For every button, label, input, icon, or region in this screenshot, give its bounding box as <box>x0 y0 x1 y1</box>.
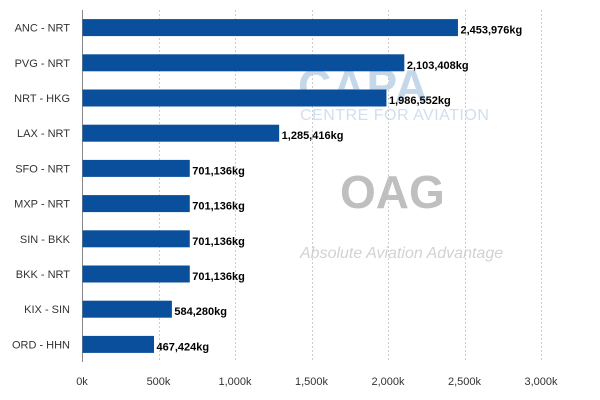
x-tick-label: 2,000k <box>371 376 405 388</box>
value-labels: 2,453,976kg 2,103,408kg 1,986,552kg 1,285,4… <box>157 25 523 354</box>
category-labels: ANC - NRT PVG - NRT NRT - HKG LAX - NRT SFO … <box>12 23 71 352</box>
x-tick-label: 3,000k <box>524 376 558 388</box>
category-label: LAX - NRT <box>17 128 70 140</box>
value-label: 1,285,416kg <box>282 130 344 142</box>
bar <box>82 159 190 177</box>
category-label: NRT - HKG <box>14 93 70 105</box>
value-label: 2,453,976kg <box>460 25 522 37</box>
oag-watermark: OAG <box>340 166 445 218</box>
category-label: SIN - BKK <box>20 234 71 246</box>
bar <box>82 19 458 37</box>
oag-tagline-watermark: Absolute Aviation Advantage <box>299 245 503 262</box>
category-label: ORD - HHN <box>12 339 70 351</box>
category-label: MXP - NRT <box>14 199 70 211</box>
value-label: 2,103,408kg <box>407 60 469 72</box>
value-label: 701,136kg <box>192 236 245 248</box>
x-tick-label: 1,500k <box>295 376 329 388</box>
x-tick-label: 500k <box>147 376 171 388</box>
category-label: ANC - NRT <box>15 23 71 35</box>
capa-subtitle-watermark: CENTRE FOR AVIATION <box>300 107 489 124</box>
bar <box>82 124 280 142</box>
value-label: 701,136kg <box>192 165 245 177</box>
x-tick-label: 2,500k <box>448 376 482 388</box>
bar <box>82 89 387 107</box>
bar <box>82 54 405 72</box>
value-label: 701,136kg <box>192 271 245 283</box>
bar <box>82 265 190 283</box>
value-label: 467,424kg <box>157 341 210 353</box>
category-label: SFO - NRT <box>15 163 70 175</box>
category-label: PVG - NRT <box>15 58 71 70</box>
category-label: BKK - NRT <box>16 269 70 281</box>
x-tick-label: 0k <box>76 376 88 388</box>
value-label: 1,986,552kg <box>389 95 451 107</box>
value-label: 701,136kg <box>192 201 245 213</box>
value-label: 584,280kg <box>174 306 227 318</box>
bar <box>82 300 172 318</box>
bar <box>82 335 155 353</box>
x-tick-label: 1,000k <box>218 376 252 388</box>
bars <box>82 19 458 353</box>
x-axis-ticks: 0k 500k 1,000k 1,500k 2,000k 2,500k 3,000k <box>76 376 558 388</box>
bar <box>82 230 190 248</box>
bar <box>82 195 190 213</box>
category-label: KIX - SIN <box>24 304 70 316</box>
